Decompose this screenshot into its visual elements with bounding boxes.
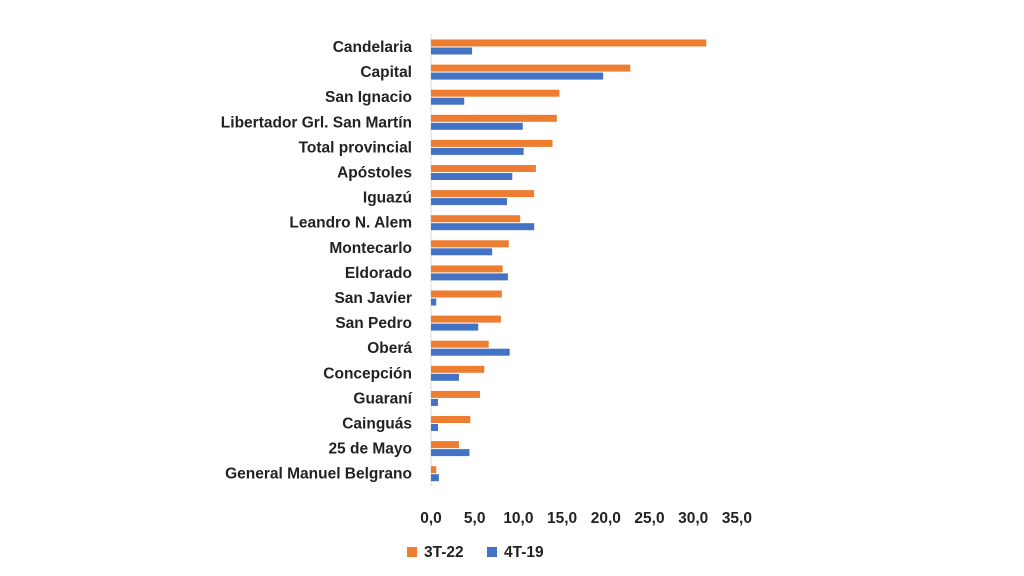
bar-series-1 xyxy=(431,240,509,248)
legend-swatch-series-1 xyxy=(407,547,417,557)
bar-series-2 xyxy=(431,173,513,180)
bar-series-1 xyxy=(431,39,707,47)
category-labels: Candelaria Capital San Ignacio Libertador G… xyxy=(221,39,413,483)
category-label: Leandro N. Alem xyxy=(289,215,412,232)
category-label: Eldorado xyxy=(345,265,412,282)
category-label: General Manuel Belgrano xyxy=(225,466,412,483)
bar-series-2 xyxy=(431,47,473,55)
category-label: San Javier xyxy=(334,290,412,307)
bar-series-2 xyxy=(431,298,437,306)
legend-label-series-2: 4T-19 xyxy=(504,544,544,561)
bar-series-1 xyxy=(431,390,480,398)
category-label: Libertador Grl. San Martín xyxy=(221,114,412,131)
bar-series-2 xyxy=(431,373,459,381)
bar-series-1 xyxy=(431,64,631,72)
legend: 3T-22 4T-19 xyxy=(407,544,544,561)
category-label: Iguazú xyxy=(363,190,412,207)
bar-series-2 xyxy=(431,474,439,482)
x-tick-label: 15,0 xyxy=(547,510,577,527)
bar-series-2 xyxy=(431,323,479,331)
bar-series-2 xyxy=(431,398,438,406)
bar-series-1 xyxy=(431,89,560,97)
x-tick-label: 5,0 xyxy=(464,510,486,527)
x-tick-label: 35,0 xyxy=(722,510,752,527)
category-label: Total provincial xyxy=(299,139,412,156)
bar-series-2 xyxy=(431,198,508,206)
bar-series-1 xyxy=(431,340,489,348)
bar-series-2 xyxy=(431,97,465,105)
bar-series-1 xyxy=(431,139,553,147)
legend-label-series-1: 3T-22 xyxy=(424,544,464,561)
category-label: Concepción xyxy=(323,365,412,382)
bar-series-1 xyxy=(431,265,503,273)
category-label: San Pedro xyxy=(335,315,412,332)
bar-series-1 xyxy=(431,315,501,323)
bar-series-1 xyxy=(431,114,557,122)
bar-series-1 xyxy=(431,165,536,172)
category-label: Apóstoles xyxy=(337,165,412,182)
category-label: Guaraní xyxy=(353,390,412,407)
bar-series-2 xyxy=(431,449,470,457)
bar-series-2 xyxy=(431,273,508,281)
bar-series-2 xyxy=(431,72,604,80)
x-tick-label: 25,0 xyxy=(634,510,664,527)
x-tick-label: 20,0 xyxy=(591,510,621,527)
x-tick-label: 0,0 xyxy=(420,510,442,527)
bar-series-1 xyxy=(431,416,471,423)
category-label: Montecarlo xyxy=(329,240,412,257)
category-label: Capital xyxy=(360,64,412,81)
category-label: San Ignacio xyxy=(325,89,412,106)
bar-series-1 xyxy=(431,190,535,198)
bar-series-1 xyxy=(431,441,459,449)
bar-series-2 xyxy=(431,248,493,256)
bar-series-1 xyxy=(431,466,437,474)
bar-series-2 xyxy=(431,348,510,356)
bars-layer xyxy=(430,34,707,487)
category-label: Oberá xyxy=(367,340,412,357)
x-tick-label: 30,0 xyxy=(678,510,708,527)
bar-series-1 xyxy=(431,365,485,373)
x-axis-ticks: 0,0 5,0 10,0 15,0 20,0 25,0 30,0 35,0 xyxy=(420,510,752,527)
bar-series-1 xyxy=(431,215,521,223)
category-label: 25 de Mayo xyxy=(328,441,412,458)
category-label: Candelaria xyxy=(333,39,413,56)
category-label: Cainguás xyxy=(342,416,412,433)
bar-series-1 xyxy=(431,290,502,298)
bar-series-2 xyxy=(431,424,438,431)
legend-swatch-series-2 xyxy=(487,547,497,557)
bar-series-2 xyxy=(431,223,535,231)
x-tick-label: 10,0 xyxy=(503,510,533,527)
bar-series-2 xyxy=(431,147,524,155)
bar-series-2 xyxy=(431,122,523,130)
